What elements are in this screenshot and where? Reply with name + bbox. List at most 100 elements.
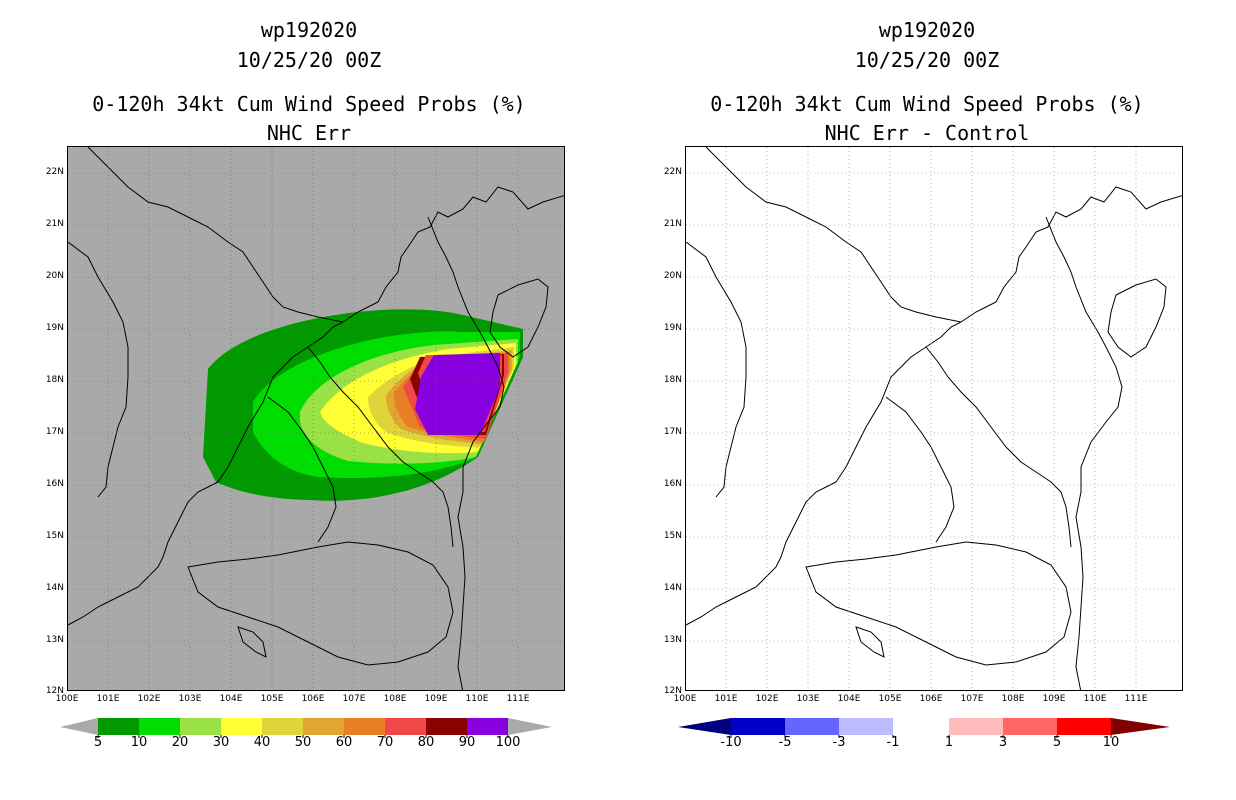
lat-label-15n: 15N xyxy=(663,531,682,541)
border-mekong xyxy=(267,396,337,543)
border-laos-vietnam xyxy=(835,321,962,483)
colorbar-label-minus3: -3 xyxy=(832,735,846,750)
border-laos-thailand xyxy=(68,481,219,626)
lon-label-107e: 107E xyxy=(342,694,366,704)
lon-label-108e: 108E xyxy=(383,694,407,704)
lat-label-22n: 22N xyxy=(45,167,64,177)
colorbar-swatch-minus1-1 xyxy=(893,718,949,735)
forecast-time: 10/25/20 00Z xyxy=(854,48,1000,72)
colorbar-label-10: 10 xyxy=(1102,735,1120,750)
product-subtitle: NHC Err - Control xyxy=(824,121,1030,145)
border-north xyxy=(87,147,344,323)
colorbar-label-70: 70 xyxy=(376,735,394,750)
probability-colorbar xyxy=(60,718,552,738)
lat-label-14n: 14N xyxy=(45,583,64,593)
lon-label-104e: 104E xyxy=(219,694,243,704)
lat-label-21n: 21N xyxy=(45,219,64,229)
colorbar-swatch-20-30 xyxy=(180,718,221,735)
colorbar-label-40: 40 xyxy=(253,735,271,750)
colorbar-label-60: 60 xyxy=(335,735,353,750)
lake-tonle-sap xyxy=(855,626,885,658)
colorbar-label-100: 100 xyxy=(495,735,521,750)
lat-label-18n: 18N xyxy=(663,375,682,385)
difference-map xyxy=(685,146,1183,691)
colorbar-label-80: 80 xyxy=(417,735,435,750)
colorbar-swatch-3-5 xyxy=(1003,718,1057,735)
border-cambodia xyxy=(805,541,1072,666)
lon-label-109e: 109E xyxy=(1042,694,1066,704)
difference-map-svg xyxy=(686,147,1182,690)
colorbar-label-minus10: -10 xyxy=(720,735,742,750)
colorbar-label-20: 20 xyxy=(171,735,189,750)
colorbar-label-10: 10 xyxy=(130,735,148,750)
colorbar-swatch-30-40 xyxy=(221,718,262,735)
colorbar-swatch-70-80 xyxy=(385,718,426,735)
lon-label-110e: 110E xyxy=(465,694,489,704)
gridlines xyxy=(686,147,1182,690)
product-subtitle: NHC Err xyxy=(266,121,352,145)
lat-label-15n: 15N xyxy=(45,531,64,541)
lon-label-106e: 106E xyxy=(301,694,325,704)
hainan-island xyxy=(489,278,549,358)
lon-label-100e: 100E xyxy=(673,694,697,704)
colorbar-swatch-minus5-minus3 xyxy=(785,718,839,735)
lon-label-105e: 105E xyxy=(878,694,902,704)
colorbar-low-end xyxy=(60,718,98,735)
lon-label-111e: 111E xyxy=(506,694,530,704)
lake-tonle-sap xyxy=(237,626,267,658)
colorbar-high-end xyxy=(1111,718,1170,735)
hainan-island xyxy=(1107,278,1167,358)
border-laos-vietnam xyxy=(217,321,344,483)
colorbar-low-end xyxy=(678,718,731,735)
colorbar-swatch-80-90 xyxy=(426,718,467,735)
product-title: 0-120h 34kt Cum Wind Speed Probs (%) xyxy=(710,92,1144,116)
colorbar-swatch-minus10-minus5 xyxy=(731,718,785,735)
lon-label-106e: 106E xyxy=(919,694,943,704)
colorbar-swatch-60-70 xyxy=(344,718,385,735)
coastline-vietnam xyxy=(1045,216,1123,690)
colorbar-label-90: 90 xyxy=(458,735,476,750)
colorbar-swatch-50-60 xyxy=(303,718,344,735)
colorbar-label-3: 3 xyxy=(998,735,1008,750)
coastline-mainland xyxy=(342,186,564,323)
storm-id: wp192020 xyxy=(878,18,976,42)
lat-label-12n: 12N xyxy=(663,686,682,696)
map-lines xyxy=(686,147,1182,690)
gridlines xyxy=(68,147,564,690)
lat-label-17n: 17N xyxy=(663,427,682,437)
colorbar-swatch-minus3-minus1 xyxy=(839,718,893,735)
left-panel: wp192020 10/25/20 00Z 0-120h 34kt Cum Wi… xyxy=(45,18,565,750)
lat-label-17n: 17N xyxy=(45,427,64,437)
lat-label-21n: 21N xyxy=(663,219,682,229)
map-lines xyxy=(68,147,564,690)
lat-label-18n: 18N xyxy=(45,375,64,385)
lat-label-13n: 13N xyxy=(45,635,64,645)
contour-100 xyxy=(415,353,500,435)
coastline-mainland xyxy=(960,186,1182,323)
lat-label-12n: 12N xyxy=(45,686,64,696)
lon-label-101e: 101E xyxy=(96,694,120,704)
lat-label-14n: 14N xyxy=(663,583,682,593)
lon-label-110e: 110E xyxy=(1083,694,1107,704)
map-background xyxy=(686,147,1182,690)
probability-map xyxy=(67,146,565,691)
lat-label-13n: 13N xyxy=(663,635,682,645)
colorbar-swatch-40-50 xyxy=(262,718,303,735)
colorbar-swatch-5-10 xyxy=(98,718,139,735)
colorbar-label-minus1: -1 xyxy=(886,735,900,750)
colorbar-label-5: 5 xyxy=(93,735,103,750)
lon-label-103e: 103E xyxy=(178,694,202,704)
lat-label-22n: 22N xyxy=(663,167,682,177)
colorbar-swatch-10-20 xyxy=(139,718,180,735)
colorbar-label-50: 50 xyxy=(294,735,312,750)
colorbar-high-end xyxy=(508,718,552,735)
probability-contours xyxy=(203,309,523,501)
colorbar-ticks xyxy=(730,735,1112,738)
colorbar-label-1: 1 xyxy=(944,735,954,750)
lon-label-104e: 104E xyxy=(837,694,861,704)
border-cambodia xyxy=(187,541,454,666)
colorbar-label-30: 30 xyxy=(212,735,230,750)
colorbar-swatch-90-100 xyxy=(467,718,508,735)
storm-id: wp192020 xyxy=(260,18,358,42)
border-north xyxy=(705,147,962,323)
